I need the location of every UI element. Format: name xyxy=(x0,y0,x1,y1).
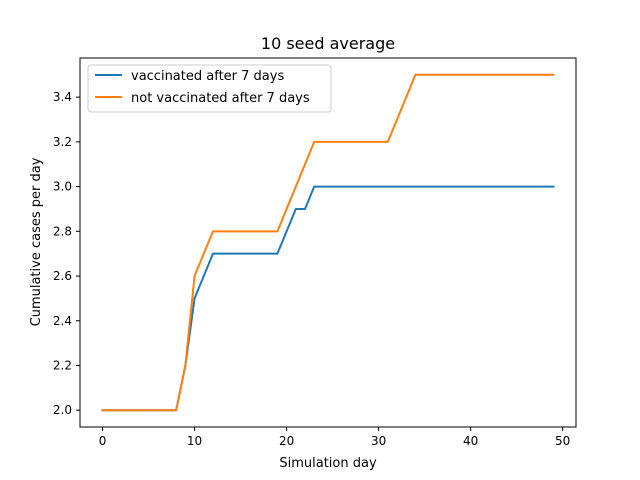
axis-layer: 0 10 20 30 40 50 2.0 2.2 2.4 2.6 2.8 3.0 3.2 3.4 xyxy=(53,90,570,448)
x-tick-label: 30 xyxy=(371,434,386,448)
series-line-not-vaccinated xyxy=(101,73,555,412)
y-tick-label: 3.0 xyxy=(53,180,72,194)
y-tick-label: 2.2 xyxy=(53,359,72,373)
legend-label-vaccinated: vaccinated after 7 days xyxy=(131,69,284,84)
y-tick-label: 2.0 xyxy=(53,403,72,417)
y-tick-label: 3.2 xyxy=(53,135,72,149)
y-tick-label: 2.4 xyxy=(53,314,72,328)
y-axis-label: Cumulative cases per day xyxy=(29,157,44,326)
legend-box xyxy=(87,64,332,113)
x-tick-label: 10 xyxy=(187,434,202,448)
x-tick-label: 50 xyxy=(555,434,570,448)
legend-label-not-vaccinated: not vaccinated after 7 days xyxy=(131,91,310,106)
x-tick-label: 40 xyxy=(463,434,478,448)
chart-title: 10 seed average xyxy=(261,34,395,53)
y-tick-label: 3.4 xyxy=(53,90,72,104)
series-layer xyxy=(101,73,555,412)
x-tick-label: 20 xyxy=(279,434,294,448)
y-tick-label: 2.6 xyxy=(53,269,72,283)
plot-area-frame xyxy=(79,57,577,428)
x-axis-label: Simulation day xyxy=(279,456,377,471)
y-tick-label: 2.8 xyxy=(53,224,72,238)
x-tick-label: 0 xyxy=(99,434,107,448)
legend: vaccinated after 7 days not vaccinated a… xyxy=(87,64,332,113)
